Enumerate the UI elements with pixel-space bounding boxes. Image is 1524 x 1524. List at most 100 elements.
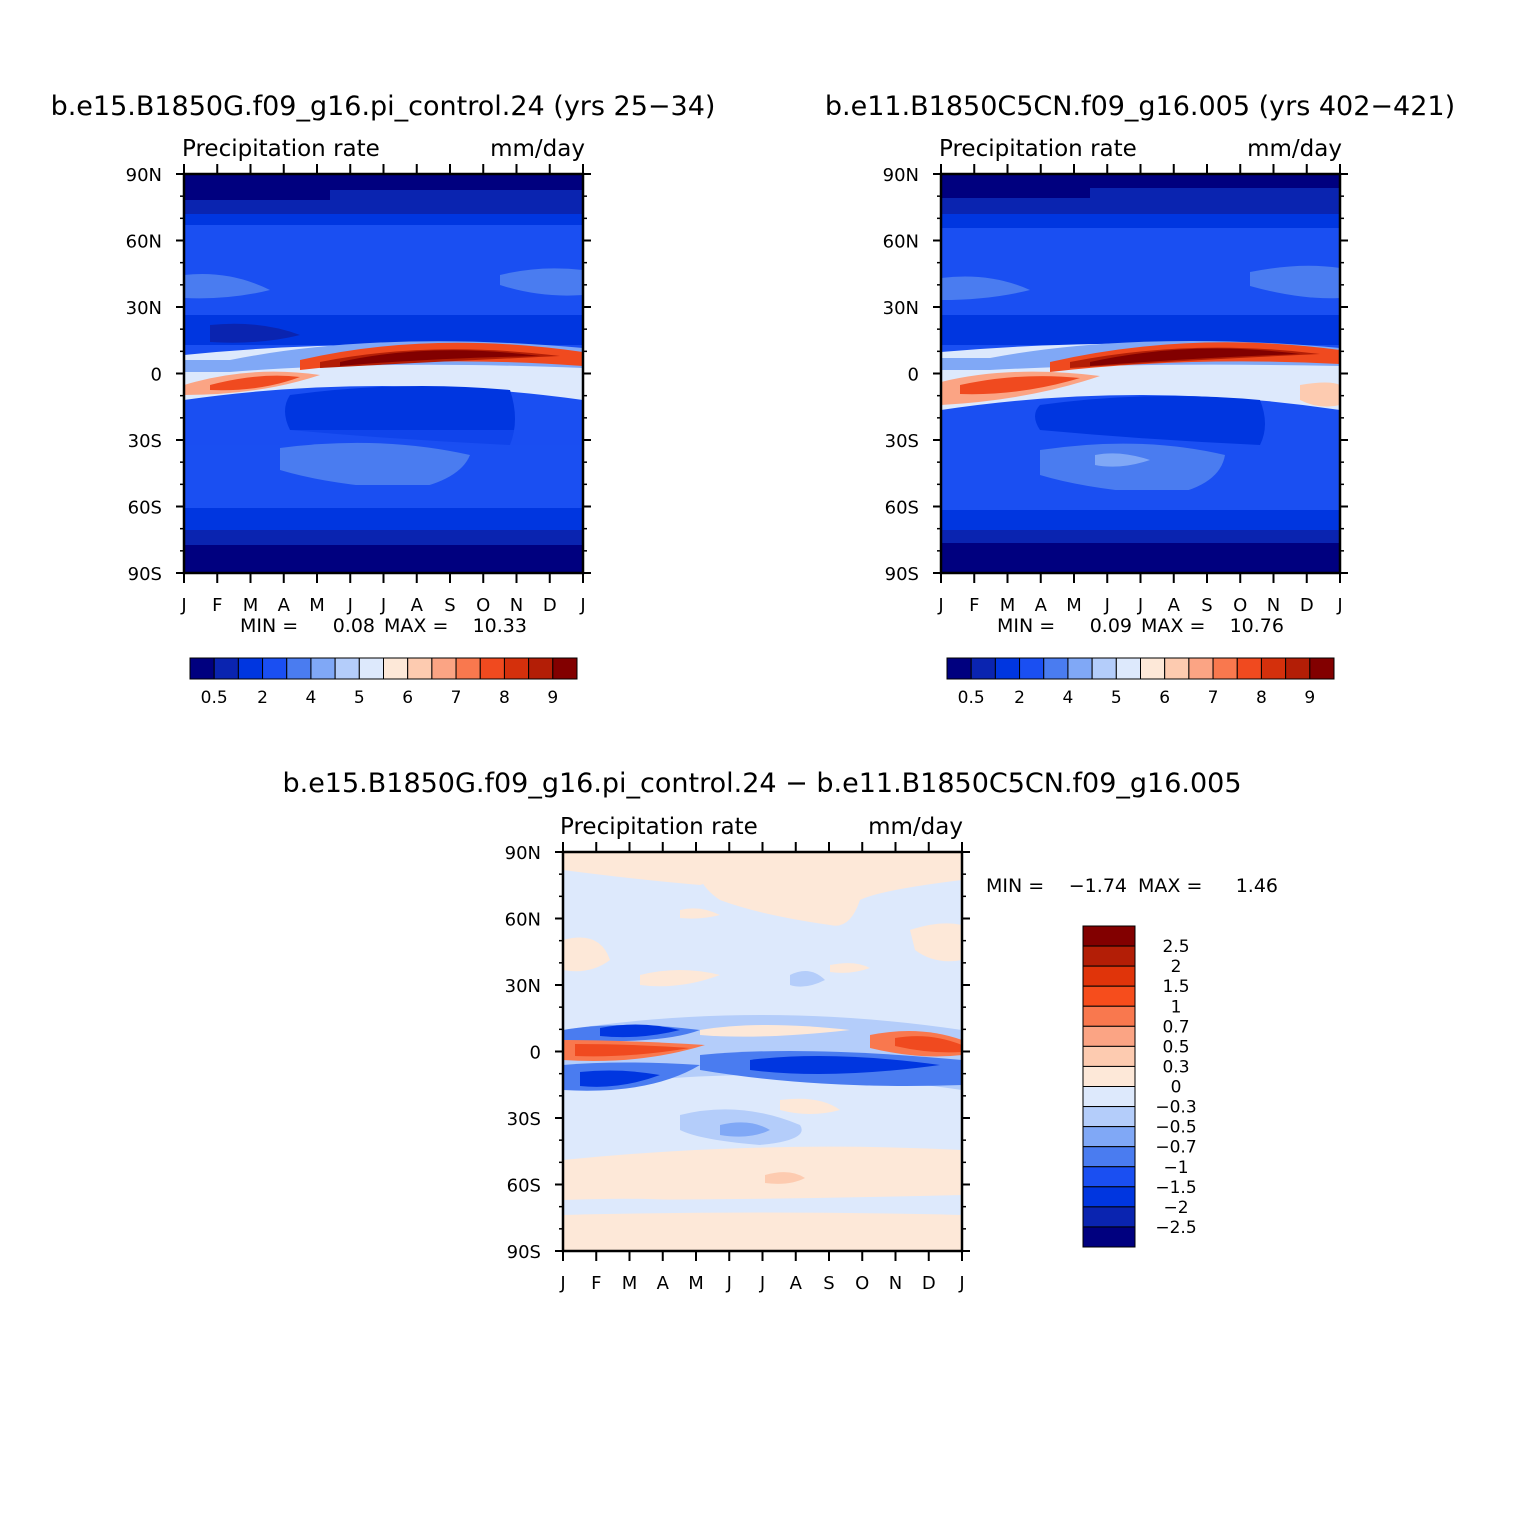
x-tick-label: A [657,1273,670,1294]
colorbar-label: −0.5 [1155,1118,1196,1138]
x-tick-label: O [1233,595,1247,616]
y-tick-label: 90S [885,564,919,585]
colorbar-label: 2.5 [1162,937,1189,957]
x-tick-label: J [347,595,353,616]
x-tick-label: J [759,1273,765,1294]
x-tick-label: J [937,595,943,616]
colorbar-box [310,657,336,680]
colorbar-box [946,657,972,680]
y-tick-label: 90S [507,1242,541,1263]
panel-2-colorbar: 0.5 2 4 5 6 7 8 9 [946,657,1335,708]
colorbar-box [1082,1206,1136,1228]
panel-3-colorbar: 2.521.510.70.50.30−0.3−0.5−0.7−1−1.5−2−2… [1082,925,1197,1248]
colorbar-box [383,657,409,680]
y-tick-label: 60S [507,1176,541,1197]
x-tick-label: D [922,1273,936,1294]
x-tick-label: A [278,595,291,616]
x-tick-label: J [380,595,386,616]
x-tick-label: M [688,1273,704,1294]
x-tick-label: J [726,1273,732,1294]
colorbar-label: 7 [1208,688,1219,708]
x-tick-label: S [823,1273,834,1294]
colorbar-label: −1 [1163,1158,1188,1178]
colorbar-box [1082,1226,1136,1248]
y-tick-label: 60N [126,232,162,253]
x-tick-label: J [1104,595,1110,616]
panel-1-min-value: 0.08 [333,615,375,637]
panel-3-variable-label: Precipitation rate [560,814,758,840]
colorbar-label: 6 [1159,688,1170,708]
panel-2-min-value: 0.09 [1090,615,1132,637]
panel-1-title: b.e15.B1850G.f09_g16.pi_control.24 (yrs … [51,91,716,122]
panel-3-y-ticks: 90N 60N 30N 0 30S 60S 90S [505,843,970,1263]
colorbar-label: 0.7 [1162,1017,1189,1037]
colorbar-label: 8 [499,688,510,708]
x-tick-label: F [969,595,979,616]
x-tick-label: J [1336,595,1342,616]
panel-1-max-label: MAX = [384,615,448,637]
y-tick-label: 30S [885,431,919,452]
y-tick-label: 30S [507,1109,541,1130]
colorbar-label: 4 [1063,688,1074,708]
panel-3-max-value: 1.46 [1236,875,1278,897]
colorbar-label: 9 [1304,688,1315,708]
panel-3-field [563,852,962,1251]
panel-1-max-value: 10.33 [473,615,527,637]
y-tick-label: 60N [883,232,919,253]
y-tick-label: 90S [128,564,162,585]
colorbar-box [455,657,481,680]
colorbar-box [1082,1005,1136,1027]
colorbar-box [213,657,239,680]
colorbar-box [1260,657,1287,680]
panel-1-variable-label: Precipitation rate [182,136,380,162]
y-tick-label: 90N [505,843,541,864]
y-tick-label: 60S [128,498,162,519]
panel-1: b.e15.B1850G.f09_g16.pi_control.24 (yrs … [51,91,716,708]
colorbar-box [1188,657,1214,680]
y-tick-label: 60N [505,910,541,931]
x-tick-label: A [411,595,424,616]
panel-3-title: b.e15.B1850G.f09_g16.pi_control.24 − b.e… [282,768,1241,799]
y-tick-label: 90N [126,165,162,186]
colorbar-box [1285,657,1311,680]
colorbar-label: 1.5 [1162,977,1189,997]
x-tick-label: J [180,595,186,616]
y-tick-label: 30N [505,976,541,997]
colorbar-box [1082,1186,1136,1208]
panel-2: b.e11.B1850C5CN.f09_g16.005 (yrs 402−421… [825,91,1455,708]
colorbar-label: 2 [1171,957,1182,977]
x-tick-label: S [444,595,455,616]
x-tick-label: D [1300,595,1314,616]
colorbar-box [358,657,384,680]
colorbar-box [1082,985,1136,1007]
colorbar-label: 0 [1171,1078,1182,1098]
colorbar-box [1082,965,1136,987]
colorbar-box [552,657,578,680]
colorbar-box [1164,657,1190,680]
colorbar-box [1082,945,1136,967]
colorbar-box [1067,657,1093,680]
colorbar-box [1082,1045,1136,1067]
colorbar-label: −1.5 [1155,1178,1196,1198]
y-tick-label: 0 [151,365,162,386]
colorbar-label: 2 [1014,688,1025,708]
x-tick-label: F [212,595,222,616]
panel-3: b.e15.B1850G.f09_g16.pi_control.24 − b.e… [282,768,1278,1294]
panel-1-field [184,174,583,573]
panel-3-min-label: MIN = [986,875,1044,897]
colorbar-label: 1 [1171,997,1182,1017]
colorbar-label: 8 [1256,688,1267,708]
colorbar-box [528,657,554,680]
panel-1-colorbar: 0.5 2 4 5 6 7 8 9 [189,657,578,708]
y-tick-label: 30S [128,431,162,452]
colorbar-box [1082,1025,1136,1047]
colorbar-box [1212,657,1238,680]
colorbar-box [1043,657,1069,680]
colorbar-box [189,657,215,680]
x-tick-label: O [855,1273,869,1294]
x-tick-label: D [543,595,557,616]
colorbar-box [1019,657,1045,680]
colorbar-box [1091,657,1117,680]
panel-2-units-label: mm/day [1247,136,1342,162]
colorbar-label: 6 [402,688,413,708]
